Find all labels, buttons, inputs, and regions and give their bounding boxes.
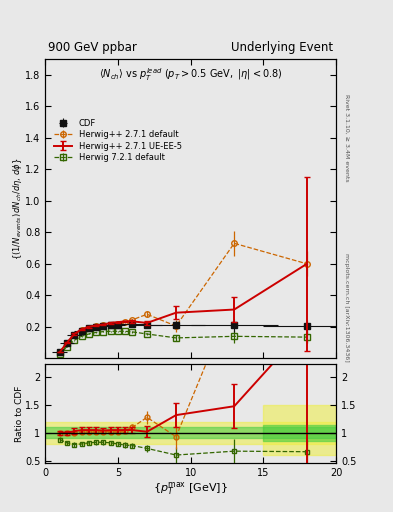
Text: 900 GeV ppbar: 900 GeV ppbar [48,41,137,54]
Y-axis label: Ratio to CDF: Ratio to CDF [15,385,24,442]
Bar [263,424,336,441]
X-axis label: $\{p_T^\mathrm{max}\ [\mathrm{GeV}]\}$: $\{p_T^\mathrm{max}\ [\mathrm{GeV}]\}$ [153,480,228,497]
Text: mcplots.cern.ch [arXiv:1306.3436]: mcplots.cern.ch [arXiv:1306.3436] [344,253,349,361]
Bar [45,428,336,438]
Legend: CDF, Herwig++ 2.7.1 default, Herwig++ 2.7.1 UE-EE-5, Herwig 7.2.1 default: CDF, Herwig++ 2.7.1 default, Herwig++ 2.… [52,117,184,164]
Text: $\langle N_\mathit{ch}\rangle$ vs $p_T^\mathit{lead}$ $(p_T > 0.5\ \mathrm{GeV},: $\langle N_\mathit{ch}\rangle$ vs $p_T^\… [99,67,282,83]
Y-axis label: $\{(1/N_\mathit{events})\,dN_\mathit{ch}/d\eta,\,d\phi\}$: $\{(1/N_\mathit{events})\,dN_\mathit{ch}… [11,157,24,260]
Bar [263,405,336,455]
Text: Underlying Event: Underlying Event [231,41,333,54]
Text: Rivet 3.1.10, ≥ 3.4M events: Rivet 3.1.10, ≥ 3.4M events [344,94,349,182]
Bar [45,422,336,444]
